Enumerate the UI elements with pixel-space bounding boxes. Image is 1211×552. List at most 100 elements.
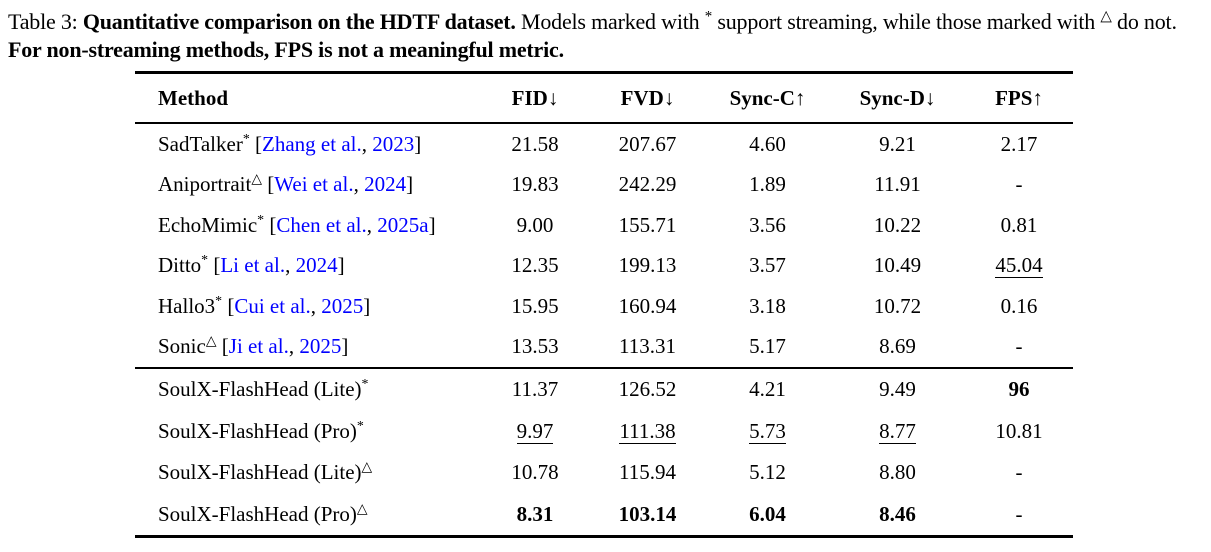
value-cell: 11.37 [480,368,590,411]
down-arrow-icon: ↓ [663,85,675,110]
method-name: SadTalker [158,131,243,156]
value-cell: 0.81 [965,205,1073,246]
value-cell: 155.71 [590,205,705,246]
method-cell: SoulX-FlashHead (Pro)* [135,411,480,453]
method-cell: SoulX-FlashHead (Lite)△ [135,452,480,494]
citation-authors-link[interactable]: Zhang et al. [262,131,362,156]
metric-value: 207.67 [618,131,677,156]
table-row: SoulX-FlashHead (Pro)* 9.97 111.38 5.73 8.77… [135,411,1073,453]
streaming-star-mark: * [257,211,265,227]
method-cell: Sonic△ [Ji et al., 2025] [135,327,480,369]
metric-value: 9.00 [516,212,554,237]
value-cell: 2.17 [965,123,1073,165]
method-cell: Aniportrait△ [Wei et al., 2024] [135,165,480,206]
streaming-star-mark: * [356,417,364,433]
metric-value: 6.04 [749,501,786,526]
metric-value: 103.14 [618,501,677,526]
value-cell: 96 [965,368,1073,411]
soulx-flashhead-group: SoulX-FlashHead (Lite)* 11.37 126.52 4.21 9.… [135,368,1073,537]
metric-value: 4.21 [749,377,786,402]
metric-value: 11.37 [511,377,559,402]
metric-value: 9.49 [879,377,916,402]
metric-value: - [1015,172,1023,197]
value-cell: 4.60 [705,123,830,165]
up-arrow-icon: ↑ [1032,85,1043,110]
non-streaming-triangle-mark: △ [1100,8,1112,25]
citation-open-bracket: [ [267,172,275,197]
metric-value: - [1015,334,1023,359]
column-header-method: Method [135,72,480,124]
value-cell: 8.69 [830,327,965,369]
streaming-star-mark: * [704,8,713,25]
citation-close-bracket: ] [414,131,422,156]
citation-authors-link[interactable]: Cui et al. [234,293,311,318]
value-cell: 4.21 [705,368,830,411]
caption-text-3: do not. [1111,9,1177,34]
value-cell: 10.72 [830,286,965,327]
citation-year-link[interactable]: 2023 [372,131,415,156]
method-name: SoulX-FlashHead (Lite) [158,460,362,485]
down-arrow-icon: ↓ [924,85,936,110]
citation-year-link[interactable]: 2025 [299,334,342,359]
citation-close-bracket: ] [363,293,371,318]
table-row: Aniportrait△ [Wei et al., 2024] 19.83 242.… [135,165,1073,206]
caption-bold-note: For non-streaming methods, FPS is not a … [8,37,564,62]
method-name: Sonic [158,334,206,359]
citation-close-bracket: ] [341,334,349,359]
value-cell: 11.91 [830,165,965,206]
citation-close-bracket: ] [337,253,345,278]
metric-value: 3.56 [749,212,786,237]
metric-value: 160.94 [618,293,677,318]
value-cell: 21.58 [480,123,590,165]
value-cell: 12.35 [480,246,590,287]
value-cell: 13.53 [480,327,590,369]
citation-authors-link[interactable]: Li et al. [220,253,286,278]
citation-separator: , [353,172,365,197]
metric-value: 3.18 [749,293,786,318]
table-row: Sonic△ [Ji et al., 2025] 13.53 113.31 5.17 8… [135,327,1073,369]
metric-value: 155.71 [618,212,677,237]
value-cell: - [965,165,1073,206]
caption-bold-title: Quantitative comparison on the HDTF data… [82,9,516,34]
method-cell: SoulX-FlashHead (Lite)* [135,368,480,411]
citation-year-link[interactable]: 2024 [364,172,407,197]
citation-year-link[interactable]: 2024 [295,253,338,278]
citation-separator: , [310,293,322,318]
value-cell: 103.14 [590,494,705,537]
citation-authors-link[interactable]: Chen et al. [276,212,367,237]
table-row: Hallo3* [Cui et al., 2025] 15.95 160.94 3.1… [135,286,1073,327]
value-cell: 9.00 [480,205,590,246]
citation-open-bracket: [ [255,131,263,156]
metric-value: 5.73 [749,418,786,444]
value-cell: 126.52 [590,368,705,411]
method-name: SoulX-FlashHead (Pro) [158,418,357,443]
table-row: EchoMimic* [Chen et al., 2025a] 9.00 155.7… [135,205,1073,246]
value-cell: 5.12 [705,452,830,494]
column-header-fps: FPS↑ [965,72,1073,124]
metric-value: 10.49 [873,253,922,278]
streaming-star-mark: * [201,252,209,268]
method-cell: Hallo3* [Cui et al., 2025] [135,286,480,327]
non-streaming-triangle-mark: △ [356,500,368,516]
metric-value: 111.38 [619,418,676,444]
table-row: SoulX-FlashHead (Lite)* 11.37 126.52 4.21 9.… [135,368,1073,411]
metric-value: 126.52 [618,377,677,402]
citation-authors-link[interactable]: Wei et al. [274,172,354,197]
column-header-fid: FID↓ [480,72,590,124]
metric-value: - [1015,501,1023,526]
citation-year-link[interactable]: 2025 [321,293,364,318]
citation-open-bracket: [ [221,334,229,359]
value-cell: 111.38 [590,411,705,453]
metric-value: 8.77 [879,418,916,444]
caption-table-number: Table 3: [8,9,83,34]
metric-value: 10.22 [873,212,922,237]
citation-year-link[interactable]: 2025a [377,212,429,237]
method-cell: EchoMimic* [Chen et al., 2025a] [135,205,480,246]
citation-authors-link[interactable]: Ji et al. [228,334,289,359]
citation-separator: , [288,334,300,359]
value-cell: 10.49 [830,246,965,287]
value-cell: 10.81 [965,411,1073,453]
value-cell: 3.18 [705,286,830,327]
table-row: Ditto* [Li et al., 2024] 12.35 199.13 3.57 1… [135,246,1073,287]
